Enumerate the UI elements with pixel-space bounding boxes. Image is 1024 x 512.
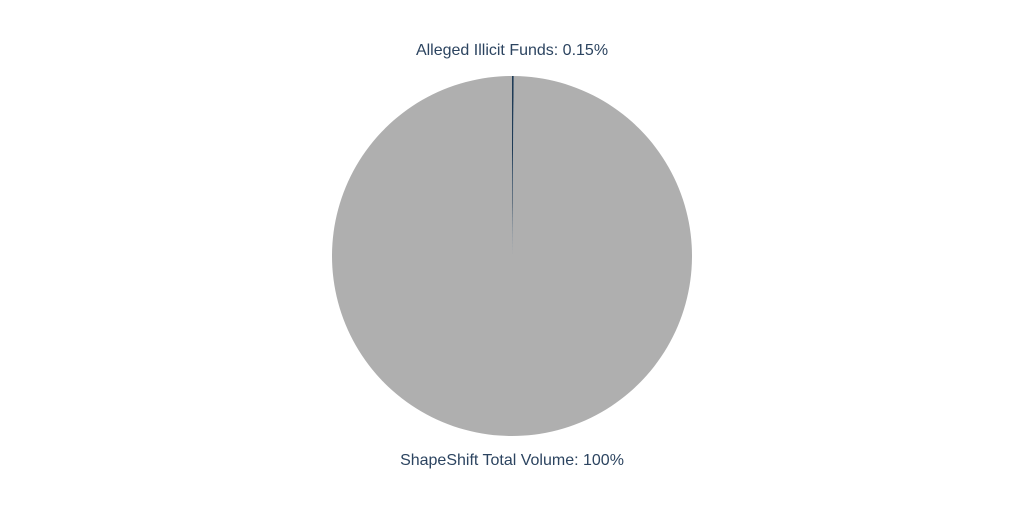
top-label: Alleged Illicit Funds: 0.15% [0, 42, 1024, 60]
pie-slices [332, 76, 692, 436]
pie-chart [332, 76, 692, 436]
bottom-label: ShapeShift Total Volume: 100% [0, 452, 1024, 470]
chart-container: Alleged Illicit Funds: 0.15% ShapeShift … [0, 0, 1024, 512]
